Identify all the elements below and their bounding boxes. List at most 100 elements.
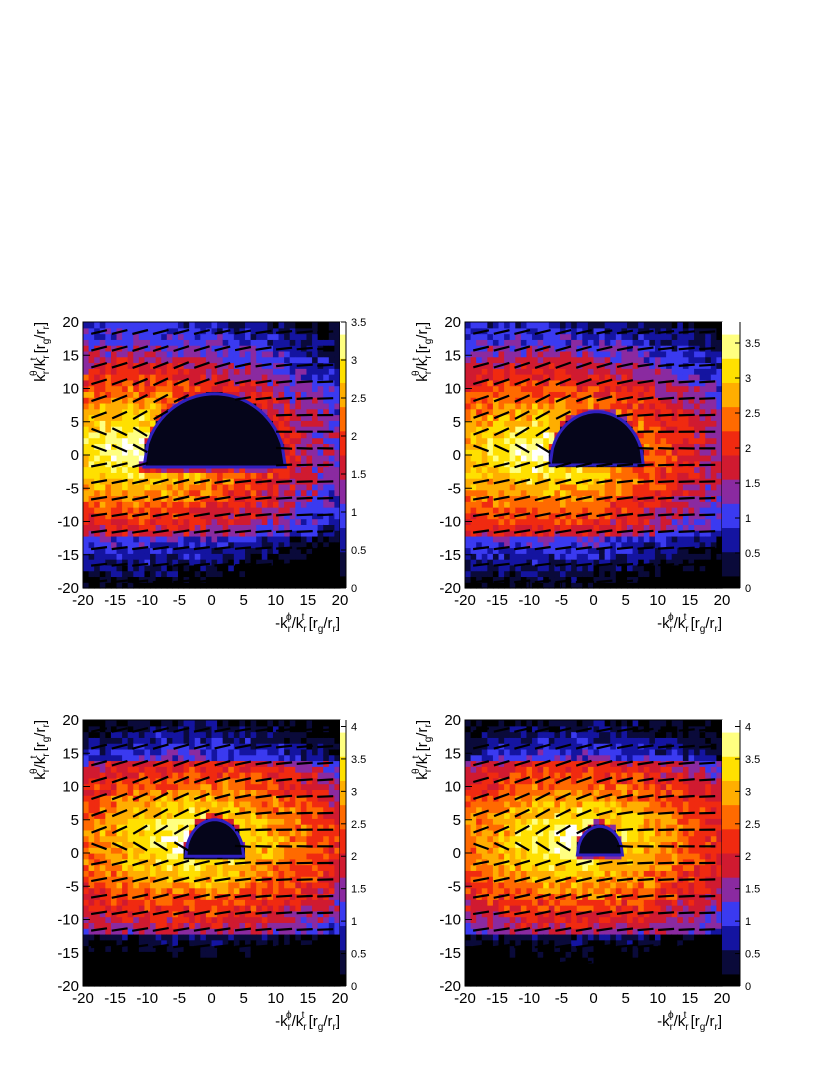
heatmap-cell (116, 431, 123, 439)
polarization-segment (514, 329, 531, 335)
heatmap-cell (699, 449, 706, 456)
heatmap-cell (649, 489, 656, 497)
heatmap-cell (194, 368, 201, 375)
heatmap-cell (272, 501, 280, 508)
heatmap-cell (593, 564, 600, 572)
heatmap-cell (587, 391, 595, 398)
heatmap-cell (520, 391, 528, 398)
heatmap-cell (233, 339, 241, 346)
heatmap-cell (233, 489, 241, 497)
heatmap-cell (565, 333, 572, 340)
heatmap-cell (677, 582, 684, 589)
heatmap-cell (267, 501, 274, 508)
heatmap-cell (183, 362, 190, 369)
heatmap-cell (312, 553, 319, 560)
heatmap-cell (211, 385, 218, 392)
heatmap-cell (289, 368, 296, 375)
heatmap-cell (83, 754, 90, 762)
heatmap-cell (189, 356, 196, 364)
heatmap-cell (99, 466, 106, 473)
heatmap-cell (593, 322, 600, 329)
heatmap-cell (515, 547, 522, 554)
heatmap-cell (138, 524, 146, 531)
heatmap-cell (554, 547, 561, 554)
polarization-segment (575, 345, 592, 352)
heatmap-cell (200, 564, 207, 572)
heatmap-cell (138, 391, 146, 398)
polarization-segment (616, 579, 634, 584)
colorbar-swatch (340, 394, 346, 408)
heatmap-cell (716, 368, 723, 375)
heatmap-cell (306, 518, 313, 525)
heatmap-cell (116, 402, 123, 410)
heatmap-cell (610, 489, 617, 497)
heatmap-cell (694, 512, 701, 520)
heatmap-cell (261, 333, 268, 340)
heatmap-cell (716, 483, 723, 491)
polarization-segment (193, 495, 210, 501)
heatmap-cell (133, 535, 140, 543)
heatmap-cell (699, 356, 706, 364)
heatmap-cell (83, 379, 90, 387)
heatmap-cell (470, 466, 477, 473)
heatmap-cell (88, 437, 95, 445)
heatmap-cell (189, 559, 196, 566)
heatmap-cell (133, 483, 140, 491)
colorbar-swatch (722, 358, 740, 371)
heatmap-cell (110, 951, 118, 958)
heatmap-cell (465, 345, 472, 352)
heatmap-cell (172, 576, 179, 583)
heatmap-cell (166, 391, 173, 398)
heatmap-cell (548, 553, 555, 560)
polarization-segment (535, 426, 551, 437)
heatmap-cell (144, 426, 151, 433)
heatmap-cell (520, 524, 528, 531)
heatmap-cell (116, 443, 123, 450)
heatmap-cell (621, 541, 628, 549)
heatmap-cell (520, 449, 528, 456)
heatmap-cell (548, 495, 555, 502)
heatmap-cell (110, 957, 118, 964)
heatmap-cell (643, 374, 650, 381)
heatmap-cell (643, 524, 650, 531)
heatmap-cell (161, 466, 168, 473)
heatmap-cell (83, 530, 90, 537)
heatmap-cell (245, 466, 252, 473)
heatmap-cell (211, 333, 218, 340)
heatmap-cell (250, 518, 257, 525)
heatmap-cell (654, 385, 662, 392)
heatmap-cell (487, 333, 494, 340)
heatmap-cell (306, 431, 313, 439)
heatmap-cell (122, 483, 129, 491)
heatmap-cell (509, 570, 516, 578)
polarization-segment (317, 563, 334, 567)
heatmap-cell (278, 489, 285, 497)
heatmap-cell (649, 541, 656, 549)
heatmap-cell (272, 530, 280, 537)
heatmap-cell (189, 512, 196, 520)
heatmap-cell (509, 495, 516, 502)
heatmap-cell (487, 535, 494, 543)
heatmap-cell (554, 582, 561, 589)
heatmap-cell (300, 402, 308, 410)
heatmap-cell (682, 339, 690, 346)
heatmap-cell (183, 345, 190, 352)
heatmap-cell (155, 368, 162, 375)
heatmap-cell (183, 350, 190, 358)
heatmap-cell (666, 431, 673, 439)
heatmap-cell (328, 420, 336, 427)
heatmap-cell (189, 339, 196, 346)
heatmap-cell (548, 547, 555, 554)
heatmap-cell (677, 374, 684, 381)
heatmap-cell (654, 397, 662, 404)
colorbar-swatch (722, 334, 740, 347)
heatmap-cell (306, 455, 313, 462)
x-tick-label: 0 (589, 592, 597, 609)
heatmap-cell (150, 339, 157, 346)
heatmap-cell (239, 350, 246, 358)
heatmap-cell (228, 507, 235, 514)
heatmap-cell (716, 356, 723, 364)
heatmap-cell (110, 339, 118, 346)
heatmap-cell (660, 455, 667, 462)
heatmap-cell (99, 322, 106, 329)
